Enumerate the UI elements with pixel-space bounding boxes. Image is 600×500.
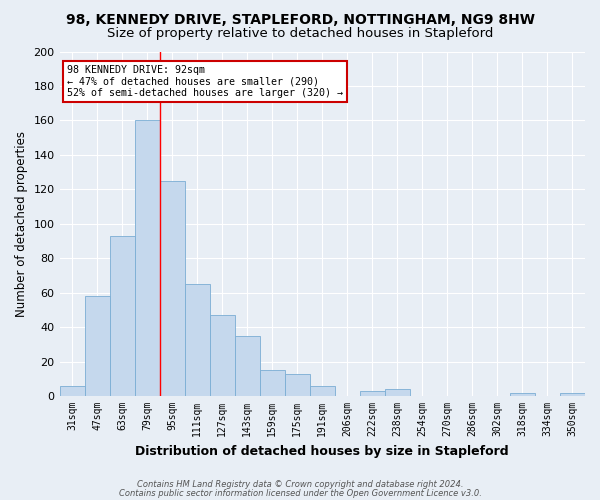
- Bar: [110, 236, 134, 396]
- Bar: [385, 389, 410, 396]
- Bar: [85, 296, 110, 396]
- Text: Contains public sector information licensed under the Open Government Licence v3: Contains public sector information licen…: [119, 490, 481, 498]
- Bar: [285, 374, 310, 396]
- Text: Contains HM Land Registry data © Crown copyright and database right 2024.: Contains HM Land Registry data © Crown c…: [137, 480, 463, 489]
- Bar: [134, 120, 160, 396]
- Bar: [160, 180, 185, 396]
- Text: 98 KENNEDY DRIVE: 92sqm
← 47% of detached houses are smaller (290)
52% of semi-d: 98 KENNEDY DRIVE: 92sqm ← 47% of detache…: [67, 66, 343, 98]
- Bar: [185, 284, 209, 396]
- Bar: [360, 391, 385, 396]
- Bar: [209, 315, 235, 396]
- Bar: [260, 370, 285, 396]
- Text: 98, KENNEDY DRIVE, STAPLEFORD, NOTTINGHAM, NG9 8HW: 98, KENNEDY DRIVE, STAPLEFORD, NOTTINGHA…: [65, 12, 535, 26]
- Bar: [59, 386, 85, 396]
- Bar: [560, 392, 585, 396]
- Bar: [235, 336, 260, 396]
- X-axis label: Distribution of detached houses by size in Stapleford: Distribution of detached houses by size …: [136, 444, 509, 458]
- Bar: [510, 392, 535, 396]
- Text: Size of property relative to detached houses in Stapleford: Size of property relative to detached ho…: [107, 28, 493, 40]
- Y-axis label: Number of detached properties: Number of detached properties: [15, 131, 28, 317]
- Bar: [310, 386, 335, 396]
